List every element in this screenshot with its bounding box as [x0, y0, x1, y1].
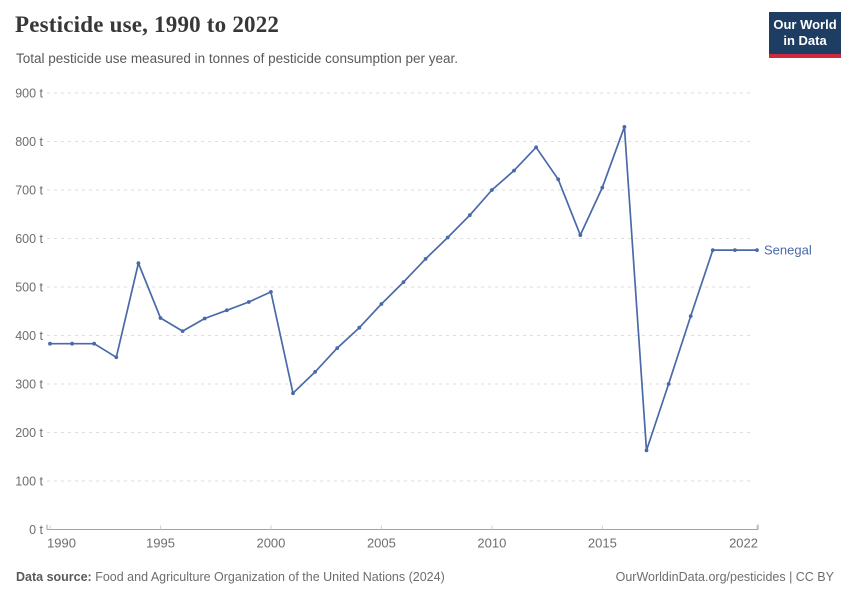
series-line-senegal[interactable]	[50, 126, 757, 452]
x-tick-label-1990: 1990	[47, 536, 76, 551]
data-point-2013	[556, 177, 561, 182]
data-point-2009	[467, 213, 472, 218]
y-tick-label-900: 900 t	[15, 87, 43, 101]
data-point-1995	[158, 316, 163, 320]
data-point-2019	[688, 314, 693, 318]
chart-subtitle: Total pesticide use measured in tonnes o…	[16, 51, 459, 66]
data-source: Data source: Food and Agriculture Organi…	[16, 570, 445, 584]
y-tick-label-500: 500 t	[15, 281, 43, 295]
data-point-2016	[622, 125, 627, 129]
data-point-1997	[202, 316, 207, 321]
page-title: Pesticide use, 1990 to 2022	[15, 12, 280, 37]
data-point-2010	[490, 188, 494, 192]
data-point-1999	[246, 300, 251, 304]
y-tick-label-800: 800 t	[15, 135, 43, 149]
y-tick-label-200: 200 t	[15, 426, 43, 440]
data-point-2002	[313, 370, 317, 374]
y-tick-label-700: 700 t	[15, 184, 43, 198]
data-source-label: Data source:	[16, 570, 92, 584]
data-point-1992	[92, 341, 97, 346]
data-point-2003	[335, 346, 340, 350]
x-tick-label-2005: 2005	[367, 536, 396, 551]
data-point-2022	[755, 248, 759, 253]
data-point-2014	[578, 233, 583, 238]
x-tick-label-2022: 2022	[729, 536, 758, 551]
owid-logo-line2: in Data	[783, 33, 827, 49]
data-point-2012	[534, 145, 538, 150]
data-point-2004	[357, 325, 362, 330]
data-point-2011	[512, 168, 516, 173]
data-point-2008	[445, 235, 450, 240]
data-point-2017	[644, 448, 649, 453]
data-point-1998	[224, 308, 229, 313]
owid-logo[interactable]: Our World in Data	[769, 12, 841, 58]
series-label-senegal[interactable]: Senegal	[764, 243, 812, 258]
chart-footer: Data source: Food and Agriculture Organi…	[16, 570, 834, 584]
y-tick-label-300: 300 t	[15, 378, 43, 392]
data-point-1994	[136, 261, 141, 266]
y-tick-label-600: 600 t	[15, 232, 43, 246]
x-tick-label-2010: 2010	[477, 536, 506, 551]
data-point-1996	[180, 329, 185, 333]
y-tick-label-0: 0 t	[29, 523, 43, 537]
x-tick-label-1995: 1995	[146, 536, 175, 551]
data-point-2021	[733, 248, 737, 253]
credit-line[interactable]: OurWorldinData.org/pesticides | CC BY	[615, 570, 834, 584]
data-point-2005	[379, 302, 384, 306]
y-tick-label-400: 400 t	[15, 329, 43, 343]
owid-logo-line1: Our World	[773, 17, 837, 32]
data-point-1993	[114, 355, 119, 360]
data-source-text: Food and Agriculture Organization of the…	[95, 570, 445, 584]
data-point-2001	[291, 391, 295, 396]
data-point-2015	[600, 185, 605, 190]
data-point-1990	[48, 341, 52, 346]
x-tick-label-2000: 2000	[256, 536, 285, 551]
data-point-2006	[401, 280, 406, 284]
data-point-2018	[666, 382, 671, 386]
y-tick-label-100: 100 t	[15, 475, 43, 489]
data-point-2020	[710, 248, 715, 253]
data-point-1991	[70, 341, 74, 346]
x-tick-label-2015: 2015	[588, 536, 617, 551]
data-point-2007	[423, 257, 428, 261]
data-point-2000	[269, 290, 273, 294]
